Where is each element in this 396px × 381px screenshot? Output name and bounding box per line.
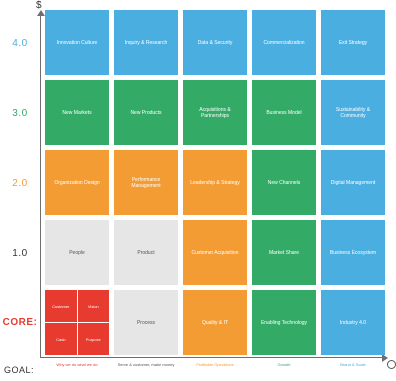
core-cell-vision: Vision	[77, 290, 109, 322]
cell-inquiry-research: Inquiry & Research	[114, 10, 178, 75]
y-level-1: 1.0	[12, 248, 28, 259]
cell-new-channels: New Channels	[252, 150, 316, 215]
y-level-core: CORE:	[2, 317, 38, 328]
cell-acquisitions: Acquisitions & Partnerships	[183, 80, 247, 145]
goal-brand: Brand & Scale	[340, 362, 366, 367]
cell-customer-acquisition: Customer Acquisition	[183, 220, 247, 285]
cell-process: Process	[114, 290, 178, 355]
x-axis-line	[40, 357, 383, 358]
y-level-2: 2.0	[12, 178, 28, 189]
cell-business-model: Business Model	[252, 80, 316, 145]
core-cell-customer: Customer	[45, 290, 77, 322]
cell-data-security: Data & Security	[183, 10, 247, 75]
cell-digital-management: Digital Management	[321, 150, 385, 215]
cell-new-markets: New Markets	[45, 80, 109, 145]
goal-growth: Growth	[277, 362, 291, 367]
cell-sustainability: Sustainability & Community	[321, 80, 385, 145]
cell-innovation-culture: Innovation Culture	[45, 10, 109, 75]
y-level-3: 3.0	[12, 108, 28, 119]
y-axis-line	[40, 14, 41, 358]
cell-leadership-strategy: Leadership & Strategy	[183, 150, 247, 215]
cell-organization-design: Organization Design	[45, 150, 109, 215]
y-axis-arrow-icon	[37, 10, 45, 16]
cell-product: Product	[114, 220, 178, 285]
cell-new-products: New Products	[114, 80, 178, 145]
cell-business-ecosystem: Business Ecosystem	[321, 220, 385, 285]
cell-market-share: Market Share	[252, 220, 316, 285]
goal-serve: Serve & customer, make money	[117, 362, 175, 367]
cell-enabling-technology: Enabling Technology	[252, 290, 316, 355]
y-axis-letter: $	[36, 0, 42, 11]
core-grid: Customer Vision Cash Purpose	[45, 290, 109, 355]
cell-performance-management: Performance Management	[114, 150, 178, 215]
cell-industry-4: Industry 4.0	[321, 290, 385, 355]
goal-profitable: Profitable Operations	[196, 362, 234, 367]
goal-axis-label: GOAL:	[4, 365, 35, 375]
core-cell-cash: Cash	[45, 323, 77, 355]
goal-why: Why we do what we do	[56, 362, 98, 367]
cell-commercialization: Commercialization	[252, 10, 316, 75]
cell-exit-strategy: Exit Strategy	[321, 10, 385, 75]
cell-quality-it: Quality & IT	[183, 290, 247, 355]
y-level-4: 4.0	[12, 38, 28, 49]
c-circle-icon	[387, 360, 396, 369]
cell-people: People	[45, 220, 109, 285]
core-cell-purpose: Purpose	[77, 323, 109, 355]
x-axis-arrow-icon	[382, 354, 388, 362]
